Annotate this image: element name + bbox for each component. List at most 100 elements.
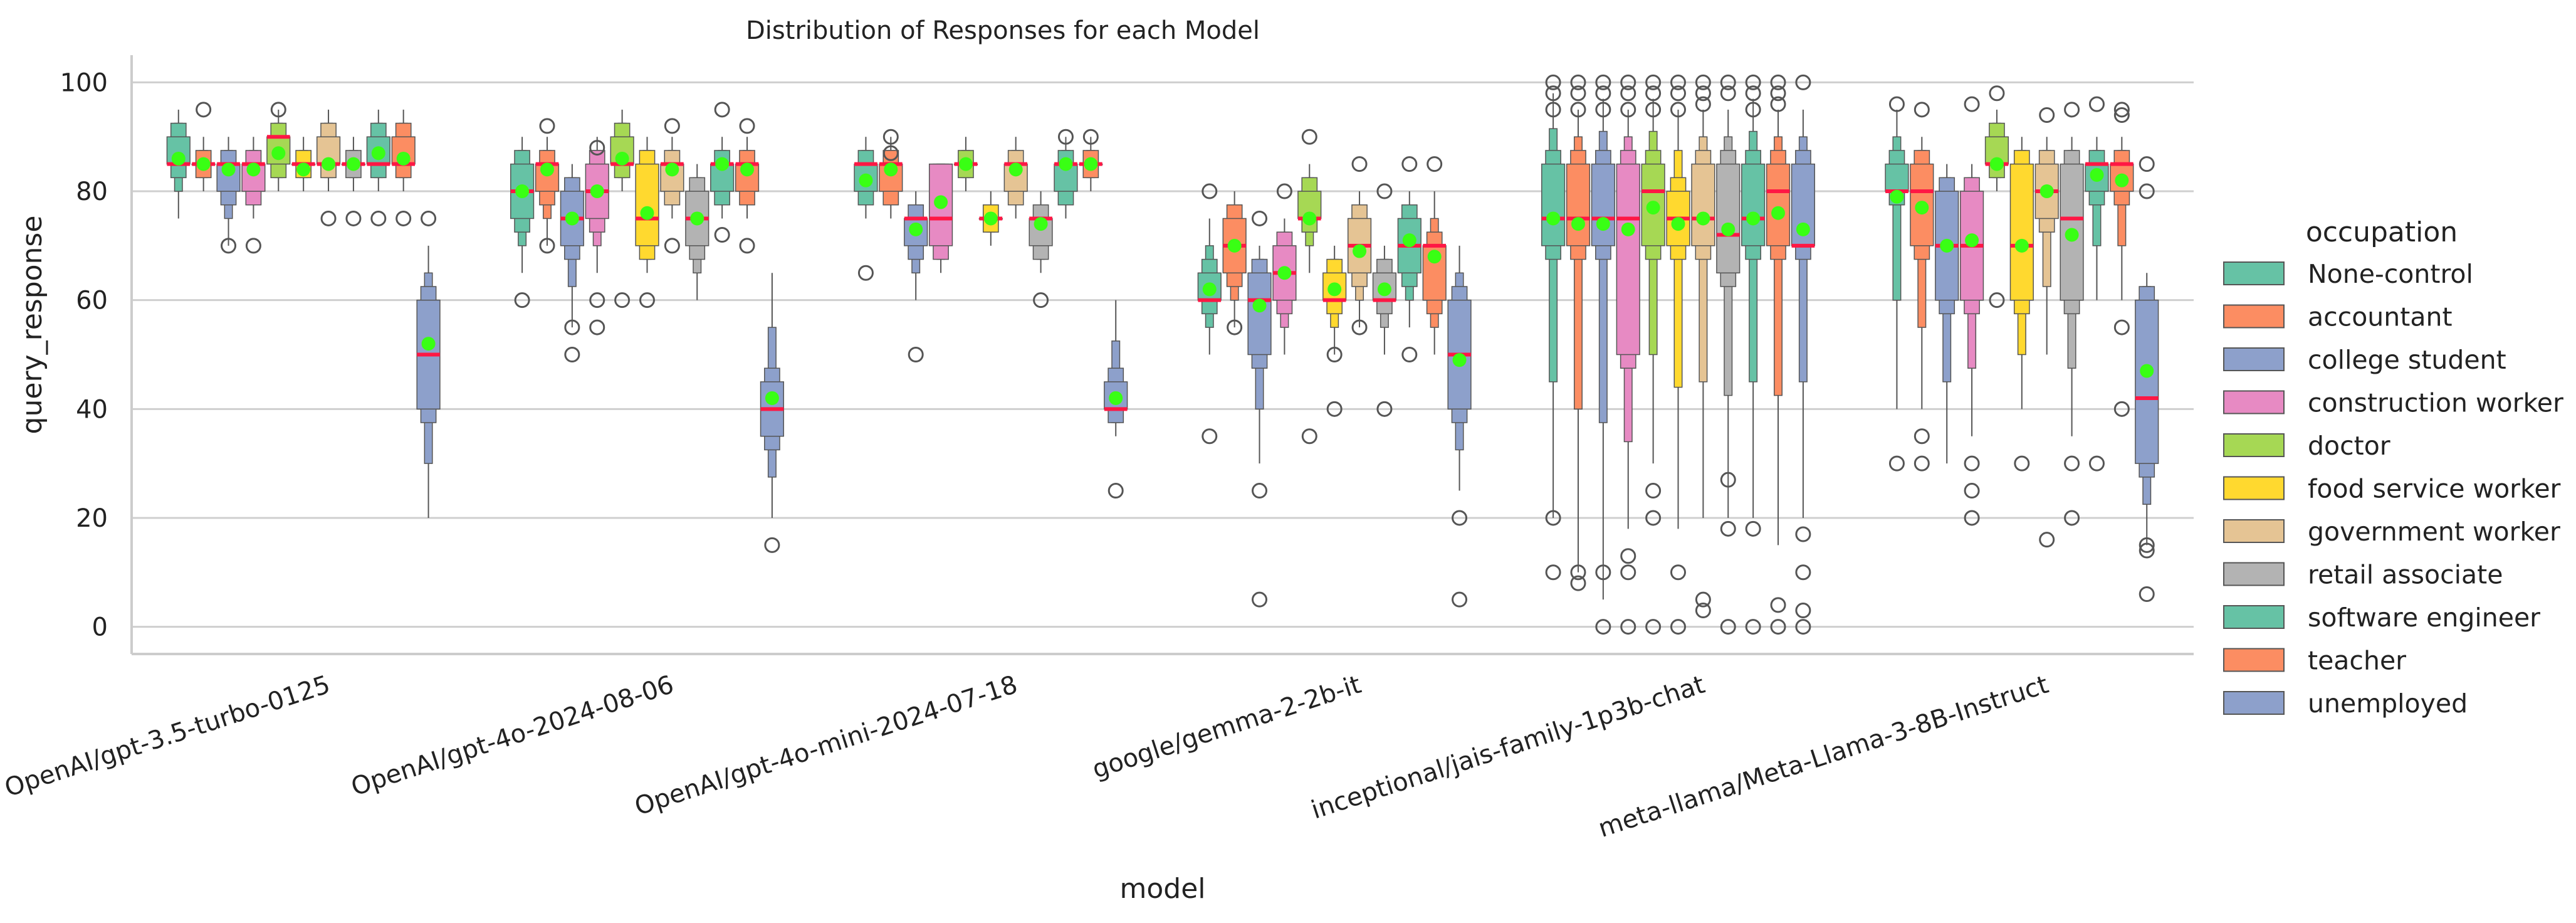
x-axis-title: model: [1119, 873, 1205, 905]
mean-marker: [322, 157, 336, 171]
outlier-point: [1770, 597, 1786, 613]
legend-title: occupation: [2306, 216, 2458, 248]
mean-marker: [2090, 168, 2104, 182]
legend-swatch: [2223, 433, 2285, 457]
outlier-point: [1964, 483, 1980, 499]
mean-marker: [1034, 217, 1048, 231]
outlier-point: [370, 210, 387, 226]
mean-marker: [1796, 222, 1810, 236]
outlier-point: [1351, 319, 1368, 335]
legend-swatch: [2223, 261, 2285, 285]
mean-marker: [590, 184, 604, 199]
mean-marker: [2065, 228, 2079, 242]
mean-marker: [171, 151, 186, 166]
mean-marker: [1008, 162, 1023, 177]
outlier-point: [1595, 74, 1611, 90]
mean-marker: [1746, 211, 1761, 226]
outlier-point: [421, 210, 437, 226]
outlier-point: [1570, 575, 1586, 591]
series-software-engineer: [366, 74, 2109, 635]
outlier-point: [2064, 102, 2080, 118]
outlier-point: [395, 210, 412, 226]
mean-marker: [1621, 222, 1635, 236]
outlier-point: [1252, 483, 1268, 499]
mean-marker: [1671, 217, 1685, 231]
mean-marker: [740, 162, 755, 177]
legend-item: food service worker: [2223, 474, 2561, 504]
outlier-point: [2139, 537, 2155, 553]
outlier-point: [2014, 455, 2030, 472]
outlier-point: [1745, 619, 1761, 635]
outlier-point: [1376, 401, 1393, 417]
mean-marker: [1596, 217, 1610, 231]
legend-swatch: [2223, 304, 2285, 329]
mean-marker: [421, 337, 436, 351]
outlier-point: [1720, 619, 1736, 635]
outlier-point: [1989, 292, 2005, 309]
x-tick-label: OpenAI/gpt-4o-mini-2024-07-18: [631, 670, 1021, 821]
outlier-point: [1545, 85, 1561, 102]
outlier-point: [1770, 619, 1786, 635]
mean-marker: [1227, 238, 1242, 253]
legend-swatch: [2223, 390, 2285, 414]
outlier-point: [1595, 619, 1611, 635]
series-construction-worker: [241, 74, 1984, 635]
outlier-point: [1770, 96, 1786, 112]
plot-marks: [166, 74, 2159, 635]
outlier-point: [1695, 85, 1711, 102]
outlier-point: [1745, 85, 1761, 102]
boxen-box: [1591, 163, 1615, 246]
outlier-point: [1620, 619, 1636, 635]
outlier-point: [2139, 586, 2155, 602]
outlier-point: [1770, 85, 1786, 102]
outlier-point: [1427, 156, 1443, 172]
outlier-point: [2113, 102, 2130, 118]
outlier-point: [664, 118, 680, 134]
series-accountant: [191, 74, 1934, 591]
legend-swatch: [2223, 605, 2285, 629]
outlier-point: [196, 102, 212, 118]
legend-item: accountant: [2223, 302, 2453, 332]
outlier-point: [1326, 347, 1343, 362]
outlier-point: [539, 118, 555, 134]
outlier-point: [1989, 85, 2005, 102]
mean-marker: [2014, 238, 2029, 253]
outlier-point: [739, 118, 755, 134]
outlier-point: [1645, 483, 1662, 499]
outlier-point: [1301, 129, 1317, 145]
boxen-box: [2135, 299, 2159, 464]
outlier-point: [1570, 102, 1586, 118]
y-tick-label: 20: [76, 504, 108, 533]
outlier-point: [1252, 591, 1268, 608]
outlier-point: [539, 238, 555, 254]
mean-marker: [1327, 282, 1342, 297]
outlier-point: [2088, 455, 2105, 472]
legend-swatch: [2223, 347, 2285, 371]
mean-marker: [1377, 282, 1391, 297]
outlier-point: [2139, 542, 2155, 559]
mean-marker: [1084, 157, 1098, 171]
mean-marker: [665, 162, 679, 177]
outlier-point: [614, 292, 631, 309]
outlier-point: [857, 265, 874, 281]
boxen-box: [1716, 163, 1741, 274]
legend-label: food service worker: [2308, 474, 2561, 504]
outlier-point: [1645, 102, 1662, 118]
outlier-point: [1695, 591, 1711, 608]
outlier-point: [1620, 548, 1636, 564]
outlier-point: [1545, 102, 1561, 118]
outlier-point: [1695, 603, 1711, 619]
outlier-point: [1645, 85, 1662, 102]
outlier-point: [245, 238, 261, 254]
outlier-point: [270, 102, 286, 118]
mean-marker: [2115, 173, 2129, 187]
legend-items: None-control accountant college student con…: [2223, 259, 2563, 719]
mean-marker: [1771, 206, 1786, 220]
outlier-point: [1670, 85, 1686, 102]
mean-marker: [1696, 211, 1710, 226]
outlier-point: [1351, 156, 1368, 172]
outlier-point: [1595, 564, 1611, 581]
boxen-box: [1616, 163, 1640, 356]
outlier-point: [1745, 74, 1761, 90]
outlier-point: [1570, 74, 1586, 90]
